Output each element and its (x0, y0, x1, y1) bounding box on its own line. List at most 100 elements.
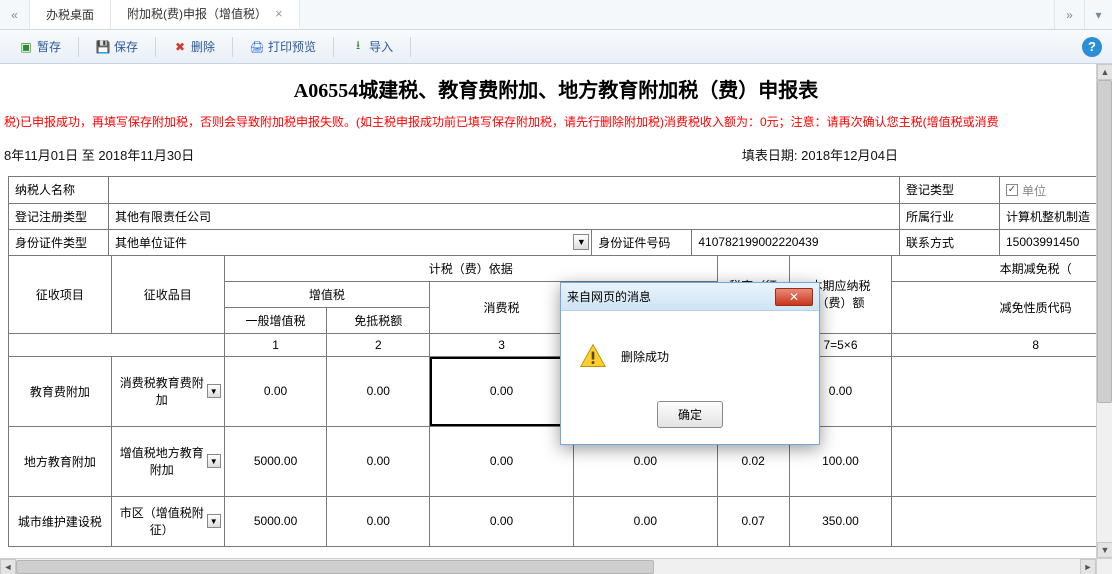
dialog-body: 删除成功 (561, 311, 819, 391)
dialog-ok-button[interactable]: 确定 (657, 401, 723, 428)
cell-c8[interactable] (892, 356, 1096, 426)
cell-zspm[interactable]: 增值税地方教育附加 ▼ (111, 426, 224, 496)
cell-c3[interactable]: 0.00 (430, 426, 574, 496)
save-icon: 💾 (96, 40, 110, 54)
import-label: 导入 (369, 38, 393, 55)
tab-bar: « 办税桌面 附加税(费)申报（增值税） × » ▾ (0, 0, 1112, 30)
tabs-menu-dropdown[interactable]: ▾ (1084, 0, 1112, 29)
cell-c8[interactable] (892, 496, 1096, 546)
dialog-title: 来自网页的消息 (567, 288, 651, 305)
cell-c2[interactable]: 0.00 (327, 356, 430, 426)
scroll-h-thumb[interactable] (16, 560, 654, 574)
val-sfzhm[interactable]: 410782199002220439 (692, 229, 900, 255)
delete-icon: ✖ (173, 40, 187, 54)
scroll-down-icon[interactable]: ▼ (1097, 542, 1112, 558)
val-sfzlx[interactable]: 其他单位证件 ▼ (109, 229, 592, 255)
numrow-2: 2 (327, 333, 430, 356)
warning-text: 税)已申报成功，再填写保存附加税，否则会导致附加税申报失败。(如主税申报成功前已… (0, 109, 1112, 139)
import-button[interactable]: ⭳ 导入 (342, 34, 402, 59)
cell-c1[interactable]: 5000.00 (224, 496, 327, 546)
cell-c1[interactable]: 0.00 (224, 356, 327, 426)
cell-zspm[interactable]: 市区（增值税附征） ▼ (111, 496, 224, 546)
scroll-corner (1096, 558, 1112, 574)
djzclx-text: 其他有限责任公司 (115, 208, 211, 225)
val-sshy[interactable]: 计算机整机制造 (1000, 203, 1097, 229)
ok-label: 确定 (678, 408, 702, 422)
dialog-close-button[interactable]: ✕ (775, 288, 813, 306)
scroll-left-icon[interactable]: ◄ (0, 559, 16, 574)
cell-zsxm: 教育费附加 (9, 356, 112, 426)
hdr-bqjm: 本期减免税（ (892, 255, 1096, 281)
cell-c8[interactable] (892, 426, 1096, 496)
zspm-text: 消费税教育费附加 (120, 376, 204, 407)
delete-button[interactable]: ✖ 删除 (164, 34, 224, 59)
date-row: 8年11月01日 至 2018年11月30日 填表日期: 2018年12月04日 (0, 139, 1112, 174)
dialog-message: 删除成功 (621, 348, 669, 365)
dialog-titlebar[interactable]: 来自网页的消息 ✕ (561, 283, 819, 311)
label-sshy: 所属行业 (900, 203, 1000, 229)
label-sfzlx: 身份证件类型 (9, 229, 109, 255)
cell-c3[interactable]: 0.00 (430, 496, 574, 546)
label-djzclx: 登记注册类型 (9, 203, 109, 229)
chevron-down-icon[interactable]: ▼ (573, 234, 589, 250)
save-label: 保存 (114, 38, 138, 55)
unit-checkbox[interactable]: ✓ 单位 (1006, 182, 1046, 199)
cell-c2[interactable]: 0.00 (327, 426, 430, 496)
hdr-zzs: 增值税 (224, 281, 429, 307)
separator (232, 37, 233, 57)
scroll-v-thumb[interactable] (1097, 80, 1112, 403)
pause-button[interactable]: ▣ 暂存 (10, 34, 70, 59)
dialog-footer: 确定 (561, 391, 819, 444)
val-lxfs[interactable]: 15003991450 (1000, 229, 1097, 255)
separator (78, 37, 79, 57)
scroll-right-icon[interactable]: ► (1080, 559, 1096, 574)
cell-c2[interactable]: 0.00 (327, 496, 430, 546)
cell-zsxm: 城市维护建设税 (9, 496, 112, 546)
hdr-jmxz: 减免性质代码 (892, 281, 1096, 333)
label-lxfs: 联系方式 (900, 229, 1000, 255)
cell-zsxm: 地方教育附加 (9, 426, 112, 496)
tab-active[interactable]: 附加税(费)申报（增值税） × (111, 0, 300, 29)
save-button[interactable]: 💾 保存 (87, 34, 147, 59)
scroll-h-track[interactable] (16, 560, 1080, 574)
scroll-v-track[interactable] (1097, 80, 1112, 542)
chevron-down-icon[interactable]: ▼ (207, 514, 221, 528)
cell-zspm[interactable]: 消费税教育费附加 ▼ (111, 356, 224, 426)
tabs-scroll-left[interactable]: « (0, 0, 30, 29)
val-nsrmc[interactable] (109, 177, 900, 204)
chevron-down-icon[interactable]: ▼ (207, 454, 221, 468)
import-icon: ⭳ (351, 40, 365, 54)
separator (155, 37, 156, 57)
cell-c4[interactable]: 0.00 (573, 496, 717, 546)
scroll-up-icon[interactable]: ▲ (1097, 64, 1112, 80)
horizontal-scrollbar[interactable]: ◄ ► (0, 558, 1096, 574)
cell-c1[interactable]: 5000.00 (224, 426, 327, 496)
fill-date-value: 2018年12月04日 (801, 148, 898, 163)
numrow-1: 1 (224, 333, 327, 356)
numrow-3: 3 (430, 333, 574, 356)
sfzlx-text: 其他单位证件 (115, 234, 187, 251)
val-djzclx[interactable]: 其他有限责任公司 (109, 203, 900, 229)
cell-c3-selected[interactable]: 0.00 (430, 356, 574, 426)
chevron-down-icon[interactable]: ▼ (207, 384, 221, 398)
hdr-ybzzs: 一般增值税 (224, 307, 327, 333)
hdr-zspm: 征收品目 (111, 255, 224, 333)
label-djlx: 登记类型 (900, 177, 1000, 204)
vertical-scrollbar[interactable]: ▲ ▼ (1096, 64, 1112, 558)
close-icon[interactable]: × (275, 6, 283, 21)
cell-c6[interactable]: 0.07 (717, 496, 789, 546)
message-dialog: 来自网页的消息 ✕ 删除成功 确定 (560, 282, 820, 445)
cell-c7[interactable]: 350.00 (789, 496, 892, 546)
hdr-zsxm: 征收项目 (9, 255, 112, 333)
tab-active-label: 附加税(费)申报（增值税） (127, 5, 267, 22)
val-djlx[interactable]: ✓ 单位 (1000, 177, 1097, 204)
print-preview-button[interactable]: 🖨 打印预览 (241, 34, 325, 59)
warning-icon (579, 342, 607, 370)
tab-home[interactable]: 办税桌面 (30, 0, 111, 29)
tabs-scroll-right[interactable]: » (1054, 0, 1084, 29)
numrow-8: 8 (892, 333, 1096, 356)
fill-date-label: 填表日期: (742, 148, 798, 163)
info-table: 纳税人名称 登记类型 ✓ 单位 登记注册类型 其他有限责任公司 所属行业 计算机… (8, 176, 1096, 256)
help-icon[interactable]: ? (1082, 37, 1102, 57)
zspm-text: 增值税地方教育附加 (120, 446, 204, 477)
